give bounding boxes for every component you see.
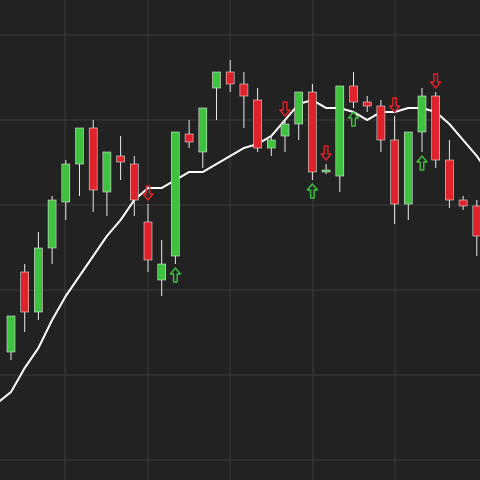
candle-body (376, 105, 386, 141)
signals-layer (142, 73, 442, 283)
buy-signal-arrow (416, 155, 428, 171)
candle-body (143, 221, 153, 261)
candles-layer (6, 60, 480, 360)
candle-up (417, 88, 427, 152)
candle-body (34, 247, 43, 313)
candle-body (321, 169, 331, 173)
candle-down (445, 140, 454, 208)
candle-body (458, 199, 468, 207)
candle-down (376, 100, 386, 152)
buy-signal-arrow (306, 183, 319, 199)
candle-body (431, 95, 441, 161)
candle-down (184, 120, 194, 148)
candle-up (171, 131, 180, 264)
candle-up (321, 164, 331, 174)
candle-body (198, 107, 208, 153)
candle-up (403, 131, 413, 220)
candle-up (280, 120, 290, 152)
candle-up (34, 232, 43, 320)
buy-signal-arrow (347, 111, 360, 127)
candle-down (362, 96, 372, 112)
candle-body (266, 139, 276, 149)
sell-signal-arrow (430, 73, 442, 89)
candle-body (308, 91, 317, 173)
candle-down (308, 84, 317, 180)
candle-up (294, 91, 304, 140)
candle-body (390, 139, 399, 205)
candle-up (47, 196, 57, 264)
candle-down (225, 60, 235, 92)
candle-up (335, 85, 345, 192)
candle-body (294, 91, 304, 125)
candle-body (225, 71, 235, 85)
candle-down (239, 72, 249, 128)
candle-down (458, 196, 468, 210)
candle-body (417, 95, 427, 133)
candle-body (445, 159, 454, 201)
candle-up (75, 127, 84, 196)
candle-body (20, 271, 30, 313)
candle-up (212, 71, 221, 120)
candle-body (88, 127, 98, 191)
candle-body (6, 315, 16, 353)
candle-down (88, 120, 98, 212)
candle-down (143, 204, 153, 272)
candle-body (61, 163, 71, 203)
candle-down (130, 156, 139, 216)
candle-body (362, 101, 372, 107)
candle-body (157, 263, 166, 281)
candle-body (253, 99, 262, 149)
candle-body (349, 85, 358, 103)
candle-body (184, 133, 194, 143)
sell-signal-arrow (320, 145, 332, 161)
candle-body (335, 85, 345, 177)
candle-down (116, 136, 125, 180)
candle-up (198, 107, 208, 168)
buy-signal-arrow (169, 267, 182, 283)
candle-down (20, 264, 30, 332)
candle-up (266, 136, 276, 156)
candle-down (349, 72, 358, 108)
candle-body (212, 71, 221, 89)
candle-body (102, 151, 112, 193)
candle-down (390, 116, 399, 224)
sell-signal-arrow (388, 97, 401, 113)
sell-signal-arrow (142, 185, 154, 201)
candle-body (171, 131, 180, 257)
candle-down (431, 92, 441, 168)
candle-down (253, 88, 262, 152)
candle-body (239, 83, 249, 97)
candle-up (102, 151, 112, 216)
sell-signal-arrow (279, 101, 291, 117)
candle-body (75, 127, 84, 165)
candle-up (157, 240, 166, 296)
candle-body (116, 155, 125, 163)
candle-up (6, 315, 16, 360)
candle-body (130, 163, 139, 201)
candle-up (61, 160, 71, 220)
candle-down (472, 200, 480, 256)
candle-body (280, 123, 290, 137)
candle-body (47, 199, 57, 249)
candle-body (472, 205, 480, 237)
candle-body (403, 131, 413, 205)
